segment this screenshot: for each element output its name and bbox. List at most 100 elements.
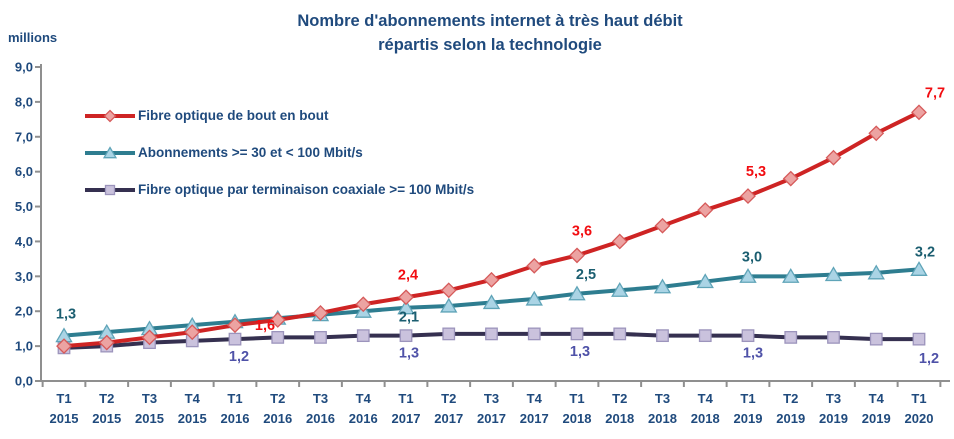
x-axis-quarter-label: T1 [56, 391, 71, 406]
y-axis-unit-label: millions [8, 30, 58, 45]
data-point-marker [141, 329, 158, 346]
x-axis-quarter-label: T1 [740, 391, 755, 406]
x-axis-year-label: 2020 [905, 411, 934, 426]
series-square: 1,2 1,3 1,3 1,3 1,2 [57, 327, 939, 367]
series-triangle: 1,3 2,1 2,5 3,0 3,2 [55, 244, 935, 343]
x-axis-quarter-label: T2 [441, 391, 456, 406]
y-axis-tick-label: 8,0 [15, 94, 33, 109]
x-axis-year-label: 2015 [92, 411, 121, 426]
x-axis-quarter-label: T4 [356, 391, 372, 406]
x-axis-quarter-label: T4 [698, 391, 714, 406]
legend-label-fibre-optique: Fibre optique de bout en bout [138, 108, 329, 123]
x-axis-year-label: 2019 [862, 411, 891, 426]
data-point-label: 2,4 [398, 267, 418, 283]
y-axis-tick-label: 4,0 [15, 234, 33, 249]
data-point-marker [356, 329, 370, 343]
data-point-marker [782, 170, 799, 187]
data-point-label: 1,2 [919, 351, 939, 367]
y-axis-tick-label: 2,0 [15, 304, 33, 319]
axes [35, 64, 950, 387]
data-point-marker [483, 271, 500, 288]
data-point-marker [56, 338, 72, 355]
legend-swatch-triangle-icon [85, 145, 135, 158]
y-axis-tick-label: 7,0 [15, 129, 33, 144]
data-point-marker [569, 247, 585, 264]
x-axis-quarter-label: T1 [398, 391, 413, 406]
legend-marker-icon [104, 184, 116, 195]
data-point-marker [824, 266, 843, 282]
legend: Fibre optique de bout en bout Abonnement… [84, 97, 474, 208]
chart-title-line2: répartis selon la technologie [378, 36, 602, 54]
data-point-label: 2,1 [399, 310, 419, 326]
data-point-label: 1,3 [570, 344, 590, 360]
data-point-marker [399, 329, 413, 343]
data-point-marker [568, 285, 586, 301]
x-axis-quarter-label: T2 [612, 391, 627, 406]
data-point-marker [482, 294, 501, 310]
data-point-marker [485, 327, 498, 341]
y-axis-tick-label: 9,0 [15, 59, 33, 74]
data-point-marker [697, 202, 714, 218]
data-point-marker [827, 330, 840, 344]
y-axis-tick-label: 6,0 [15, 164, 33, 179]
x-axis-year-label: 2018 [691, 411, 720, 426]
legend-swatch-square-icon [85, 184, 135, 195]
data-point-marker [654, 217, 671, 234]
x-axis-year-label: 2015 [178, 411, 207, 426]
data-point-marker [527, 327, 541, 341]
legend-label-terminaison-coaxiale: Fibre optique par terminaison coaxiale >… [138, 182, 475, 197]
x-axis-labels: T1 2015 T2 2015 T3 2015 T4 2015 T1 2016 T2 2016 T3 20… [50, 391, 934, 426]
x-axis-year-label: 2017 [392, 411, 421, 426]
x-axis-quarter-label: T3 [313, 391, 328, 406]
data-point-label: 3,2 [915, 244, 935, 260]
data-point-label: 1,3 [56, 307, 76, 323]
chart-title-line1: Nombre d'abonnements internet à très hau… [297, 12, 683, 30]
x-axis-year-label: 2017 [434, 411, 463, 426]
data-point-marker [227, 317, 243, 334]
y-axis-tick-label: 0,0 [15, 374, 33, 389]
x-axis-year-label: 2018 [605, 411, 634, 426]
x-axis-quarter-label: T2 [783, 391, 798, 406]
y-axis-tick-label: 1,0 [15, 339, 33, 354]
data-point-label: 7,7 [925, 85, 945, 101]
data-point-label: 1,6 [255, 318, 275, 334]
data-point-marker [397, 299, 415, 315]
data-point-marker [184, 324, 201, 341]
data-point-marker [314, 330, 327, 344]
data-point-marker [611, 233, 628, 250]
x-axis-quarter-label: T3 [484, 391, 499, 406]
data-point-marker [910, 261, 928, 276]
data-point-marker [613, 327, 627, 341]
x-axis-quarter-label: T3 [826, 391, 841, 406]
x-axis-year-label: 2016 [263, 411, 292, 426]
x-axis-quarter-label: T2 [99, 391, 114, 406]
data-point-marker [698, 329, 712, 343]
x-axis-year-label: 2019 [776, 411, 805, 426]
data-point-marker [440, 282, 457, 299]
data-point-label: 5,3 [746, 164, 766, 180]
data-point-marker [868, 125, 885, 142]
data-point-marker [825, 149, 842, 166]
x-axis-quarter-label: T1 [911, 391, 926, 406]
data-point-marker [440, 297, 458, 313]
data-point-marker [525, 290, 543, 306]
data-point-marker [656, 329, 669, 343]
x-axis-year-label: 2015 [50, 411, 79, 426]
legend-marker-icon [102, 145, 118, 158]
legend-item-fibre-optique: Fibre optique de bout en bout [84, 97, 474, 134]
data-point-marker [269, 312, 286, 328]
data-point-label: 2,5 [576, 267, 596, 283]
x-axis-quarter-label: T4 [527, 391, 543, 406]
data-point-marker [696, 273, 714, 289]
data-point-marker [741, 329, 755, 343]
series-diamond: 1,6 2,4 3,6 5,3 7,7 [56, 85, 945, 355]
data-point-marker [912, 332, 926, 346]
data-point-marker [784, 330, 798, 344]
x-axis-year-label: 2017 [477, 411, 506, 426]
x-axis-year-label: 2017 [520, 411, 549, 426]
x-axis-year-label: 2019 [734, 411, 763, 426]
x-axis-year-label: 2016 [306, 411, 335, 426]
chart-title: Nombre d'abonnements internet à très hau… [30, 9, 950, 57]
